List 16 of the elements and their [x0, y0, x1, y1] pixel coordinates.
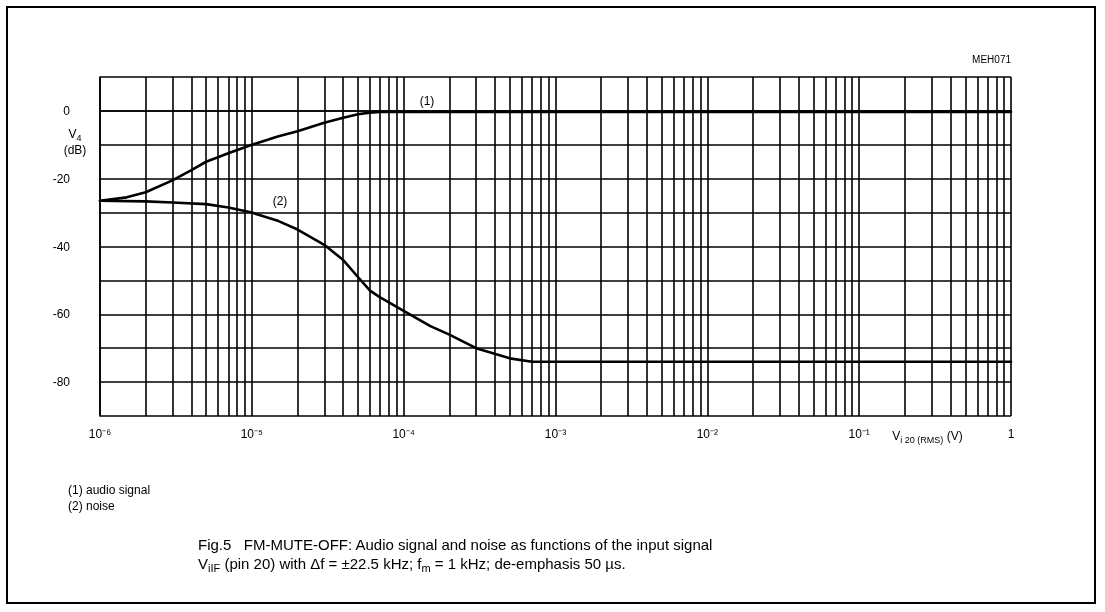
y-tick-label: -80: [52, 375, 71, 390]
y-tick-label: -40: [52, 239, 71, 254]
text: MEH071: [972, 53, 1012, 65]
y-tick-label: -20: [52, 171, 71, 186]
text: (1) audio signal (2) noise: [68, 483, 151, 513]
annotation: (2): [272, 194, 288, 208]
x-tick-label: 10⁻⁴: [392, 427, 415, 441]
x-tick-label: 10⁻⁵: [240, 427, 264, 441]
x-tick-label: 10⁻²: [696, 427, 719, 441]
x-tick-label: 10⁻⁶: [88, 427, 112, 441]
x-tick-label: 1: [1007, 427, 1015, 441]
annotation: (1): [419, 94, 435, 108]
y-tick-label: 0: [63, 103, 71, 118]
x-tick-label: 10⁻¹: [848, 427, 870, 441]
y-tick-label: -60: [52, 307, 71, 322]
x-tick-label: 10⁻³: [544, 427, 567, 441]
